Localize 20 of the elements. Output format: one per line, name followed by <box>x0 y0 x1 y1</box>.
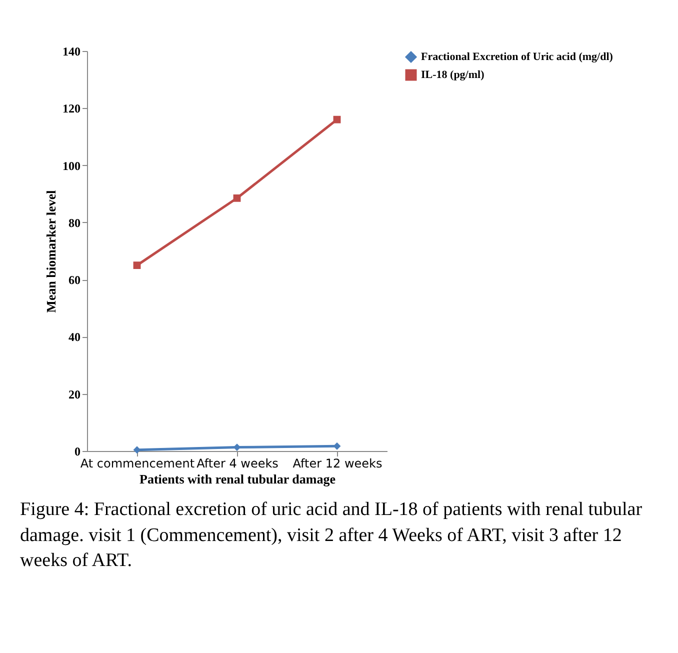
y-axis-title: Mean biomarker level <box>44 190 58 313</box>
y-tick-label: 20 <box>68 387 80 402</box>
point <box>333 442 341 450</box>
y-tick-label: 100 <box>62 158 80 173</box>
y-tick-label: 0 <box>74 444 80 458</box>
caption: Figure 4: Fractional excretion of uric acid and IL-18 of patients with renal tubular damage. visit 1 (Commencement), visit 2 after 4 Weeks of ART, visit 3 after 12 weeks of ART. <box>20 498 644 574</box>
y-tick-label: 120 <box>62 102 80 116</box>
y-tick-label: 40 <box>68 330 80 344</box>
y-tick-label: 140 <box>62 44 80 58</box>
point <box>333 116 341 124</box>
legend-label: IL-18 (pg/ml) <box>421 69 485 81</box>
x-tick-label: At commencement <box>80 456 195 470</box>
y-tick-label: 80 <box>68 216 80 230</box>
point <box>133 262 141 269</box>
x-tick-label: After 4 weeks <box>196 456 278 470</box>
y-tick-label: 60 <box>68 273 80 288</box>
x-axis-title: Patients with renal tubular damage <box>140 472 336 486</box>
point <box>233 194 241 202</box>
legend-label: Fractional Excretion of Uric acid (mg/dl) <box>421 51 614 63</box>
x-tick-label: After 12 weeks <box>292 456 382 470</box>
